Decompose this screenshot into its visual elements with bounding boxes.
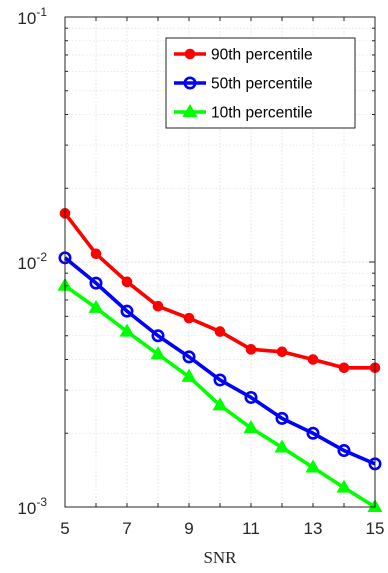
data-point xyxy=(88,299,104,313)
data-point xyxy=(120,304,134,318)
x-tick-label: 7 xyxy=(122,519,131,538)
data-point xyxy=(244,390,258,404)
data-point xyxy=(181,368,197,382)
legend-label: 50th percentile xyxy=(211,76,313,93)
legend-entry: 50th percentile xyxy=(174,76,313,93)
data-point xyxy=(337,444,351,458)
data-point xyxy=(89,276,103,290)
data-point xyxy=(182,350,196,364)
data-point xyxy=(305,459,321,473)
x-tick-labels: 5 7 9 11 13 15 xyxy=(60,519,384,538)
x-tick-label: 11 xyxy=(242,519,260,538)
y-tick-label: 10-1 xyxy=(17,5,47,28)
data-point xyxy=(276,346,288,358)
data-point xyxy=(338,362,350,374)
data-point xyxy=(152,300,164,312)
legend-label: 10th percentile xyxy=(211,105,313,122)
data-point xyxy=(151,329,165,343)
series-layer xyxy=(57,208,383,513)
data-point xyxy=(183,312,195,324)
data-point xyxy=(212,397,228,411)
axis-ticks xyxy=(64,17,376,508)
x-tick-label: 5 xyxy=(60,519,69,538)
data-point xyxy=(119,323,135,337)
legend-label: 90th percentile xyxy=(211,47,313,64)
y-tick-exponent: -3 xyxy=(36,495,47,509)
y-tick-label: 10-2 xyxy=(17,250,47,273)
y-tick-labels: 10-1 10-2 10-3 xyxy=(17,5,47,518)
data-point xyxy=(275,411,289,425)
x-tick-label: 15 xyxy=(366,519,385,538)
series-10th-percentile xyxy=(57,277,383,513)
legend-entry: 10th percentile xyxy=(174,103,313,122)
y-tick-exponent: -2 xyxy=(36,250,47,264)
series-line xyxy=(63,256,376,466)
data-point xyxy=(90,248,102,260)
series-90th-percentile xyxy=(59,208,381,374)
data-point xyxy=(213,373,227,387)
legend-marker xyxy=(182,103,198,118)
data-point xyxy=(243,420,259,434)
x-axis-label: SNR xyxy=(203,548,237,567)
data-point xyxy=(307,354,319,365)
legend-marker xyxy=(184,48,196,60)
legend-marker xyxy=(183,76,197,90)
series-50th-percentile xyxy=(58,251,382,471)
y-tick-label: 10-3 xyxy=(17,495,47,518)
data-point xyxy=(245,344,257,355)
legend: 90th percentile 50th percentile 10th perce… xyxy=(165,37,356,129)
x-tick-label: 13 xyxy=(304,519,323,538)
data-point xyxy=(336,479,352,493)
y-tick-exponent: -1 xyxy=(36,5,47,19)
data-point xyxy=(214,326,226,337)
data-point xyxy=(150,346,166,360)
data-point xyxy=(274,439,290,453)
data-point xyxy=(306,426,320,440)
data-point xyxy=(121,276,133,288)
x-tick-label: 9 xyxy=(184,519,193,538)
legend-entry: 90th percentile xyxy=(174,47,313,64)
